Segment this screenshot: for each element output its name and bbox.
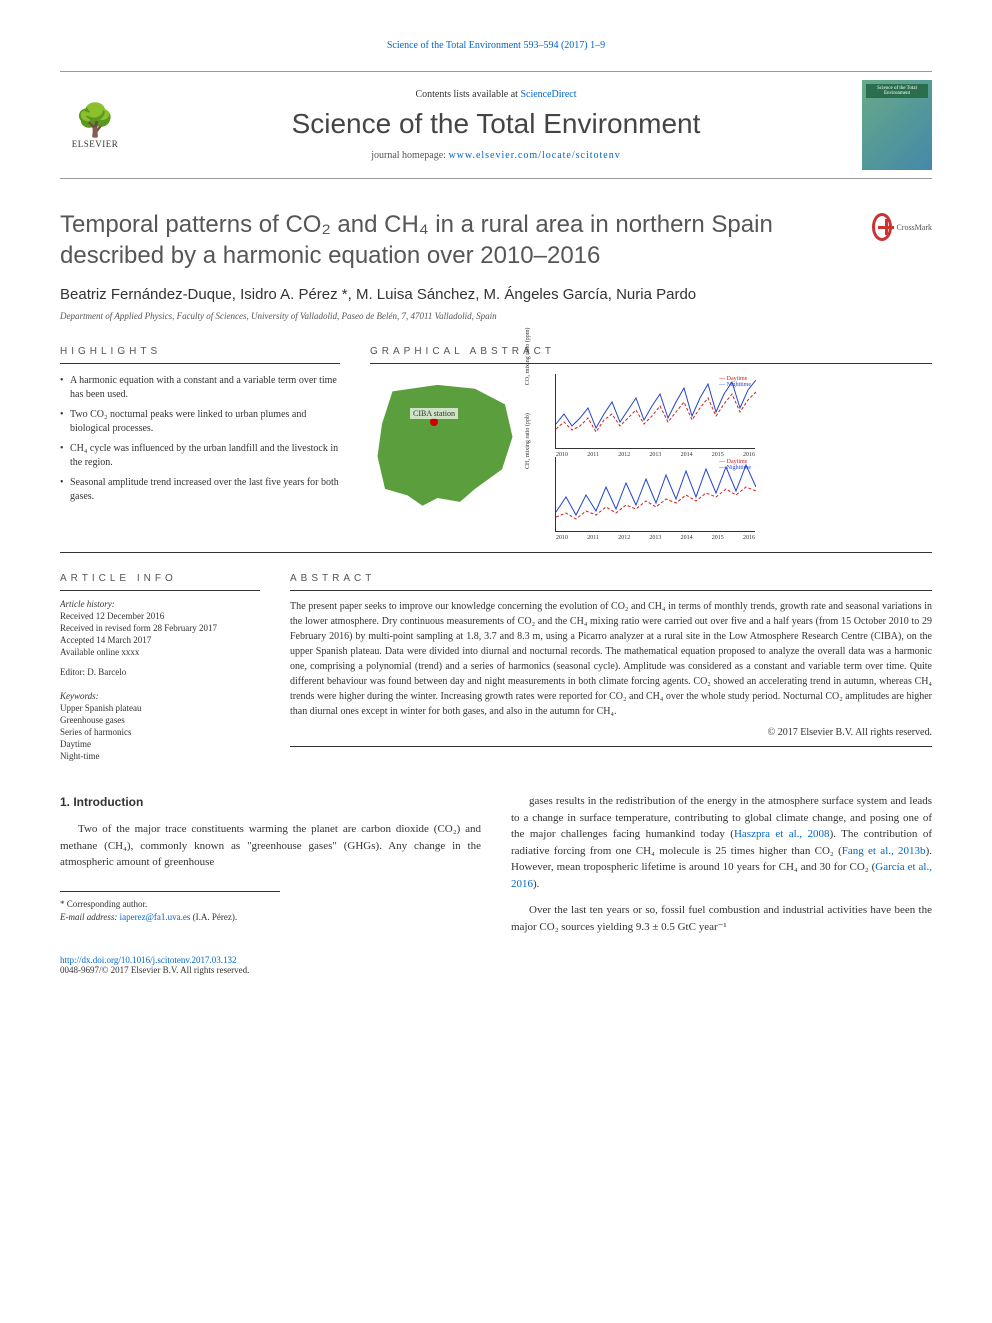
highlight-item: Two CO₂ nocturnal peaks were linked to u… — [60, 408, 340, 436]
keyword: Greenhouse gases — [60, 715, 260, 725]
authors-line: Beatriz Fernández-Duque, Isidro A. Pérez… — [60, 286, 932, 303]
online-date: Available online xxxx — [60, 647, 260, 657]
graphical-abstract: CIBA station --- Daytime — Nighttime CO₂… — [370, 364, 932, 532]
abstract-column: ABSTRACT The present paper seeks to impr… — [290, 573, 932, 763]
spain-map: CIBA station — [370, 378, 540, 528]
abstract-text: The present paper seeks to improve our k… — [290, 591, 932, 719]
article-info-heading: ARTICLE INFO — [60, 573, 260, 584]
legend-night: — Nighttime — [719, 382, 751, 388]
email-line: E-mail address: iaperez@fa1.uva.es (I.A.… — [60, 911, 280, 925]
highlight-item: CH₄ cycle was influenced by the urban la… — [60, 442, 340, 470]
publisher-name: ELSEVIER — [72, 139, 119, 149]
abstract-bottom-rule — [290, 746, 932, 747]
history-label: Article history: — [60, 599, 260, 609]
ch4-chart: --- Daytime — Nighttime CH₄ mixing ratio… — [555, 457, 755, 532]
spain-shape — [370, 378, 520, 508]
publisher-logo: 🌳 ELSEVIER — [60, 85, 130, 165]
journal-cover-thumbnail: Science of the Total Environment — [862, 80, 932, 170]
graphical-abstract-heading: GRAPHICAL ABSTRACT — [370, 346, 932, 357]
journal-title: Science of the Total Environment — [130, 108, 862, 140]
homepage-link[interactable]: www.elsevier.com/locate/scitotenv — [448, 150, 620, 161]
keywords-label: Keywords: — [60, 691, 260, 701]
divider — [60, 552, 932, 553]
co2-chart: --- Daytime — Nighttime CO₂ mixing ratio… — [555, 374, 755, 449]
legend-night: — Nighttime — [719, 465, 751, 471]
revised-date: Received in revised form 28 February 201… — [60, 623, 260, 633]
journal-header-center: Contents lists available at ScienceDirec… — [130, 89, 862, 161]
issn-line: 0048-9697/© 2017 Elsevier B.V. All right… — [60, 965, 249, 975]
highlight-item: Seasonal amplitude trend increased over … — [60, 476, 340, 504]
highlights-heading: HIGHLIGHTS — [60, 346, 340, 357]
accepted-date: Accepted 14 March 2017 — [60, 635, 260, 645]
crossmark-icon — [872, 213, 892, 241]
cover-thumb-title: Science of the Total Environment — [866, 84, 928, 98]
homepage-line: journal homepage: www.elsevier.com/locat… — [130, 150, 862, 161]
article-title: Temporal patterns of CO₂ and CH₄ in a ru… — [60, 209, 872, 271]
journal-header: 🌳 ELSEVIER Contents lists available at S… — [60, 71, 932, 179]
keyword: Series of harmonics — [60, 727, 260, 737]
keywords-block: Keywords: Upper Spanish plateau Greenhou… — [60, 691, 260, 761]
co2-legend: --- Daytime — Nighttime — [719, 376, 751, 388]
abstract-heading: ABSTRACT — [290, 573, 932, 584]
intro-heading: 1. Introduction — [60, 793, 481, 811]
crossmark-badge[interactable]: CrossMark — [872, 209, 932, 245]
ch4-legend: --- Daytime — Nighttime — [719, 459, 751, 471]
ch4-xlabels: 2010 2011 2012 2013 2014 2015 2016 — [556, 535, 755, 541]
citation-link[interactable]: Fang et al., 2013b — [842, 845, 926, 857]
crossmark-label: CrossMark — [896, 223, 932, 232]
abstract-copyright: © 2017 Elsevier B.V. All rights reserved… — [290, 727, 932, 738]
highlight-item: A harmonic equation with a constant and … — [60, 374, 340, 402]
received-date: Received 12 December 2016 — [60, 611, 260, 621]
editor-line: Editor: D. Barcelo — [60, 667, 260, 677]
citation-link[interactable]: Haszpra et al., 2008 — [734, 828, 830, 840]
keyword: Daytime — [60, 739, 260, 749]
running-head-link[interactable]: Science of the Total Environment 593–594… — [387, 40, 605, 51]
sciencedirect-link[interactable]: ScienceDirect — [520, 89, 576, 100]
affiliation: Department of Applied Physics, Faculty o… — [60, 311, 932, 321]
article-body: 1. Introduction Two of the major trace c… — [60, 793, 932, 935]
ch4-night-line — [556, 465, 756, 515]
keyword: Upper Spanish plateau — [60, 703, 260, 713]
corresponding-label: * Corresponding author. — [60, 898, 280, 912]
article-info: ARTICLE INFO Article history: Received 1… — [60, 573, 260, 763]
homepage-label: journal homepage: — [371, 150, 446, 161]
elsevier-tree-icon: 🌳 — [75, 101, 115, 139]
highlights-list: A harmonic equation with a constant and … — [60, 364, 340, 504]
corresponding-author-footnote: * Corresponding author. E-mail address: … — [60, 891, 280, 925]
ciba-station-label: CIBA station — [410, 408, 458, 419]
running-head: Science of the Total Environment 593–594… — [60, 40, 932, 51]
page-footer: http://dx.doi.org/10.1016/j.scitotenv.20… — [60, 955, 932, 975]
doi-link[interactable]: http://dx.doi.org/10.1016/j.scitotenv.20… — [60, 955, 237, 965]
contents-line: Contents lists available at ScienceDirec… — [130, 89, 862, 100]
email-link[interactable]: iaperez@fa1.uva.es — [120, 912, 191, 922]
body-paragraph: Two of the major trace constituents warm… — [60, 821, 481, 871]
ch4-ylabel: CH₄ mixing ratio (ppb) — [525, 413, 531, 469]
co2-day-line — [556, 392, 756, 432]
keyword: Night-time — [60, 751, 260, 761]
co2-ylabel: CO₂ mixing ratio (ppm) — [525, 328, 531, 386]
contents-label: Contents lists available at — [415, 89, 517, 100]
body-paragraph: Over the last ten years or so, fossil fu… — [511, 902, 932, 935]
body-paragraph: gases results in the redistribution of t… — [511, 793, 932, 892]
